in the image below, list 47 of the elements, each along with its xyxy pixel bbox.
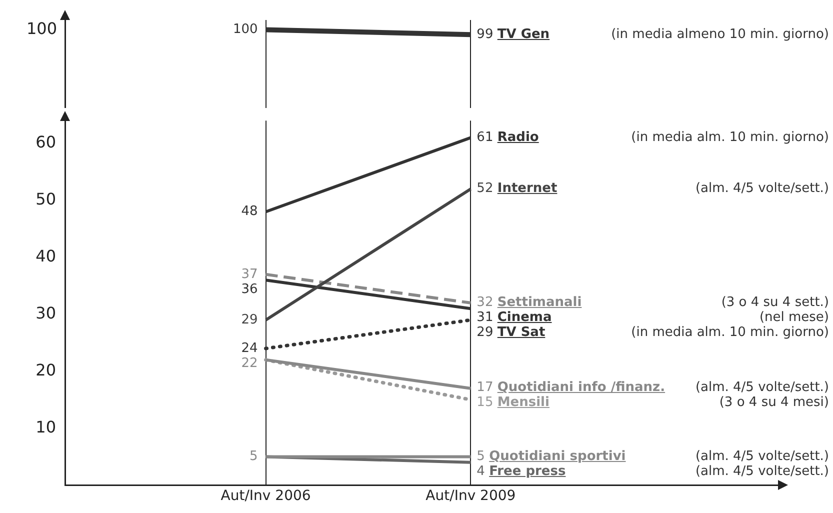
y-tick-label: 60 [36,132,56,152]
y-tick-label: 10 [36,417,56,436]
data-label: 31 [476,310,494,325]
text: (3 o 4 su 4 mesi) [719,394,829,412]
y-tick-label: 40 [36,246,56,266]
text: (3 o 4 su 4 sett.) [721,294,829,311]
data-label: 17 [476,380,494,396]
text: Quotidiani info /finanz. [497,380,666,396]
text: Settimanali [497,294,582,310]
text: (alm. 4/5 volte/sett.) [695,462,829,481]
data-label: 4 [476,464,485,479]
data-label: 24 [241,340,258,356]
text: TV Sat [497,324,546,340]
y-tick-label: 30 [36,303,56,322]
x-tick-label: Aut/Inv 2009 [426,488,516,504]
y-tick-label: 50 [36,190,56,209]
x-tick-label: Aut/Inv 2006 [220,488,311,504]
data-label: 22 [241,356,258,371]
y-axis-title: 100 [26,19,57,38]
data-label: 15 [476,395,494,410]
text: (in media alm. 10 min. giorno) [631,324,829,342]
text: Mensili [497,395,550,410]
data-label: 32 [476,294,494,310]
text: Radio [497,130,539,145]
data-label: 48 [241,204,258,220]
series-label: Quotidiani sportivi [489,448,626,464]
text: (alm. 4/5 volte/sett.) [695,448,829,465]
text: TV Gen [497,26,550,42]
data-label: 37 [241,266,258,282]
data-label: 5 [250,449,258,464]
y-tick-label: 20 [36,360,56,380]
data-label: 29 [241,312,258,328]
data-label: 52 [476,180,494,196]
text: Cinema [497,310,552,325]
data-label: 5 [476,448,485,464]
data-label: 29 [476,324,494,340]
series-label: Free press [489,464,566,479]
data-label: 36 [241,282,258,297]
text: (nel mese) [759,308,829,326]
text: (alm. 4/5 volte/sett.) [695,180,829,198]
text: (in media alm. 10 min. giorno) [631,128,829,147]
text: (alm. 4/5 volte/sett.) [695,379,829,396]
data-label: 100 [232,22,258,38]
text: Internet [497,180,558,196]
data-label: 61 [476,130,494,145]
text: (in media almeno 10 min. giorno) [611,26,829,44]
data-label: 99 [476,26,494,42]
